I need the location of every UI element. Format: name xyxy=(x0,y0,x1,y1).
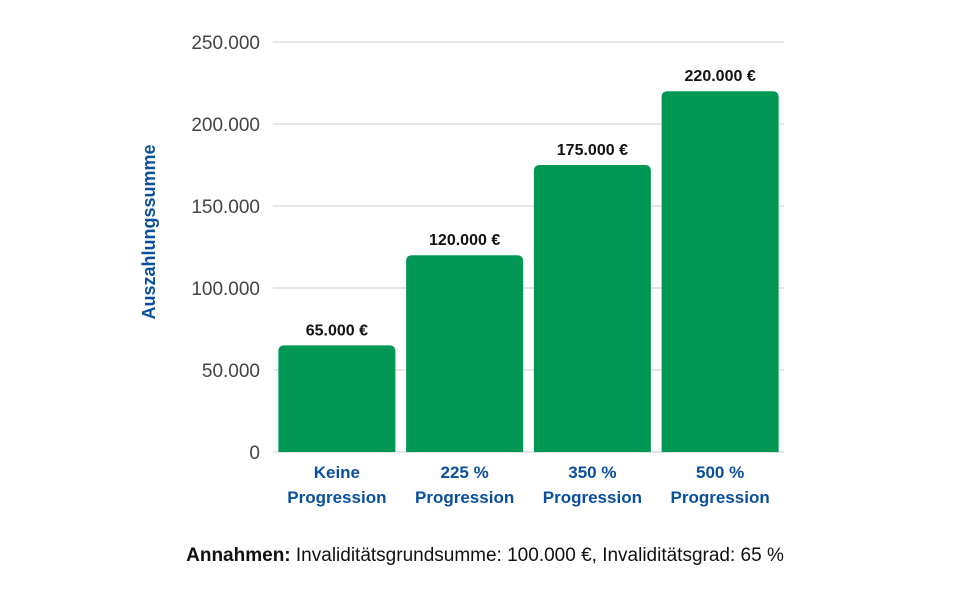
footnote-text: Invaliditätsgrundsumme: 100.000 €, Inval… xyxy=(295,545,784,566)
y-tick-label: 50.000 xyxy=(202,361,260,382)
bar xyxy=(406,255,524,452)
bar xyxy=(661,91,779,452)
y-tick-label: 100.000 xyxy=(191,279,260,300)
x-category-label: Progression xyxy=(287,488,386,507)
y-tick-label: 150.000 xyxy=(191,197,260,218)
bar-value-label: 120.000 € xyxy=(429,232,500,249)
footnote: Annahmen: Invaliditätsgrundsumme: 100.00… xyxy=(0,545,970,567)
x-category-label: 225 % xyxy=(441,463,489,482)
x-category-label: Progression xyxy=(671,488,770,507)
y-tick-label: 0 xyxy=(249,443,260,464)
bar-value-label: 220.000 € xyxy=(685,68,756,85)
value-labels: 65.000 € 120.000 € 175.000 € 220.000 € xyxy=(306,68,756,339)
x-category-label: Progression xyxy=(415,488,514,507)
x-category-label: 350 % xyxy=(568,463,616,482)
bar xyxy=(278,345,396,452)
bar-value-label: 175.000 € xyxy=(557,142,628,159)
bar-value-label: 65.000 € xyxy=(306,322,368,339)
bars xyxy=(278,91,779,452)
y-axis-ticks: 0 50.000 100.000 150.000 200.000 250.000 xyxy=(191,33,260,464)
x-category-label: Keine xyxy=(314,463,360,482)
y-tick-label: 200.000 xyxy=(191,115,260,136)
bar xyxy=(533,165,651,452)
footnote-label: Annahmen: xyxy=(186,545,291,566)
x-category-label: 500 % xyxy=(696,463,744,482)
x-axis-categories: Keine Progression 225 % Progression 350 % Pro… xyxy=(287,463,769,507)
y-axis-title: Auszahlungssumme xyxy=(139,144,159,319)
x-category-label: Progression xyxy=(543,488,642,507)
y-tick-label: 250.000 xyxy=(191,33,260,54)
